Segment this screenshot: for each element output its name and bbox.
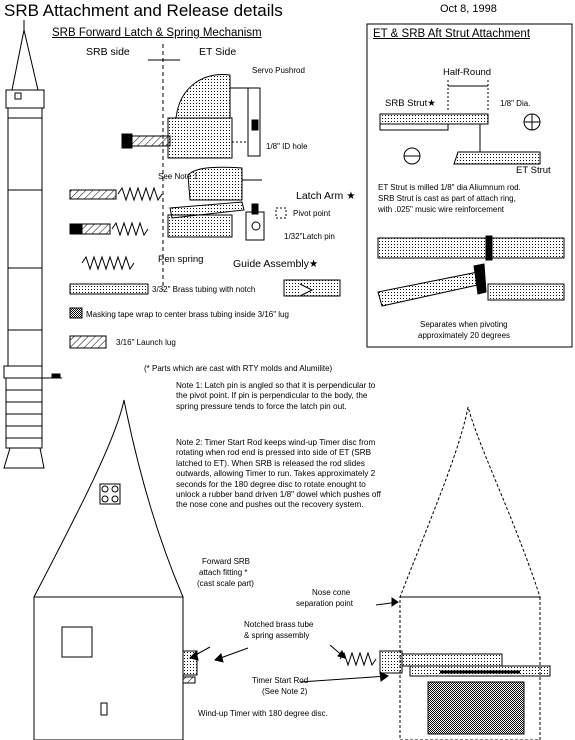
timer-rod-label-1: Timer Start Rod xyxy=(252,676,309,685)
srb-strut-label: SRB Strut★ xyxy=(385,98,436,109)
srb-side-view xyxy=(3,20,62,469)
guide-assembly-label: Guide Assembly★ xyxy=(233,258,319,270)
latch-assembly xyxy=(121,74,261,159)
dia-label: 1/8" Dia. xyxy=(500,99,531,108)
windup-timer-label: Wind-up Timer with 180 degree disc. xyxy=(198,709,328,718)
srb-side-label: SRB side xyxy=(86,46,130,58)
timer-rod-label-2: (See Note 2) xyxy=(262,687,308,696)
notched-label-1: Notched brass tube xyxy=(244,620,314,629)
aft-desc-1: ET Strut is milled 1/8" dia Aliumnum rod… xyxy=(378,183,521,192)
notched-label-2: & spring assembly xyxy=(244,631,310,640)
aft-desc-3: with .025" music wire reinforcement xyxy=(378,205,504,214)
timer-mechanism xyxy=(214,597,551,735)
note-1: Note 1: Latch pin is angled so that it i… xyxy=(176,381,376,411)
fwd-fitting-label-1: Forward SRB xyxy=(202,557,251,566)
cast-parts-note: (* Parts which are cast with RTY molds a… xyxy=(144,364,333,373)
fwd-fitting-label-2: attach fitting * xyxy=(199,568,248,577)
nose-sep-label-2: separation point xyxy=(296,599,353,608)
latch-parts-exploded xyxy=(69,166,341,349)
latch-arm-label: Latch Arm ★ xyxy=(296,190,356,202)
forward-heading: SRB Forward Latch & Spring Mechanism xyxy=(52,27,262,39)
see-note1-label: See Note 1 xyxy=(158,172,199,181)
pen-spring-label: Pen spring xyxy=(158,254,204,265)
et-side-label: ET Side xyxy=(199,46,237,58)
aft-strut-drawings xyxy=(377,80,565,307)
et-strut-label: ET Strut xyxy=(516,165,551,176)
nose-sep-label-1: Nose cone xyxy=(312,588,351,597)
id-hole-label: 1/8" ID hole xyxy=(266,142,308,151)
brass-tubing-label: 3/32" Brass tubing with notch xyxy=(152,285,256,294)
half-round-label: Half-Round xyxy=(443,67,492,78)
servo-pushrod-label: Servo Pushrod xyxy=(252,66,305,75)
fwd-fitting-label-3: (cast scale part) xyxy=(197,579,254,588)
aft-strut-panel xyxy=(366,23,573,348)
separates-label-2: approximately 20 degrees xyxy=(418,331,511,340)
pivot-point-label: Pivot point xyxy=(293,209,331,218)
latch-pin-label: 1/32"Latch pin xyxy=(284,232,335,241)
note-2: Note 2: Timer Start Rod keeps wind-up Ti… xyxy=(176,438,381,510)
aft-desc-2: SRB Strut is cast as part of attach ring… xyxy=(378,194,516,203)
left-srb-nose xyxy=(33,399,211,740)
separates-label-1: Separates when pivoting xyxy=(420,320,508,329)
aft-heading: ET & SRB Aft Strut Attachment xyxy=(373,28,531,40)
date-label: Oct 8, 1998 xyxy=(440,3,497,15)
masking-tape-label: Masking tape wrap to center brass tubing… xyxy=(86,310,289,319)
page-title: SRB Attachment and Release details xyxy=(4,1,283,20)
launch-lug-label: 3/16" Launch lug xyxy=(116,338,176,347)
